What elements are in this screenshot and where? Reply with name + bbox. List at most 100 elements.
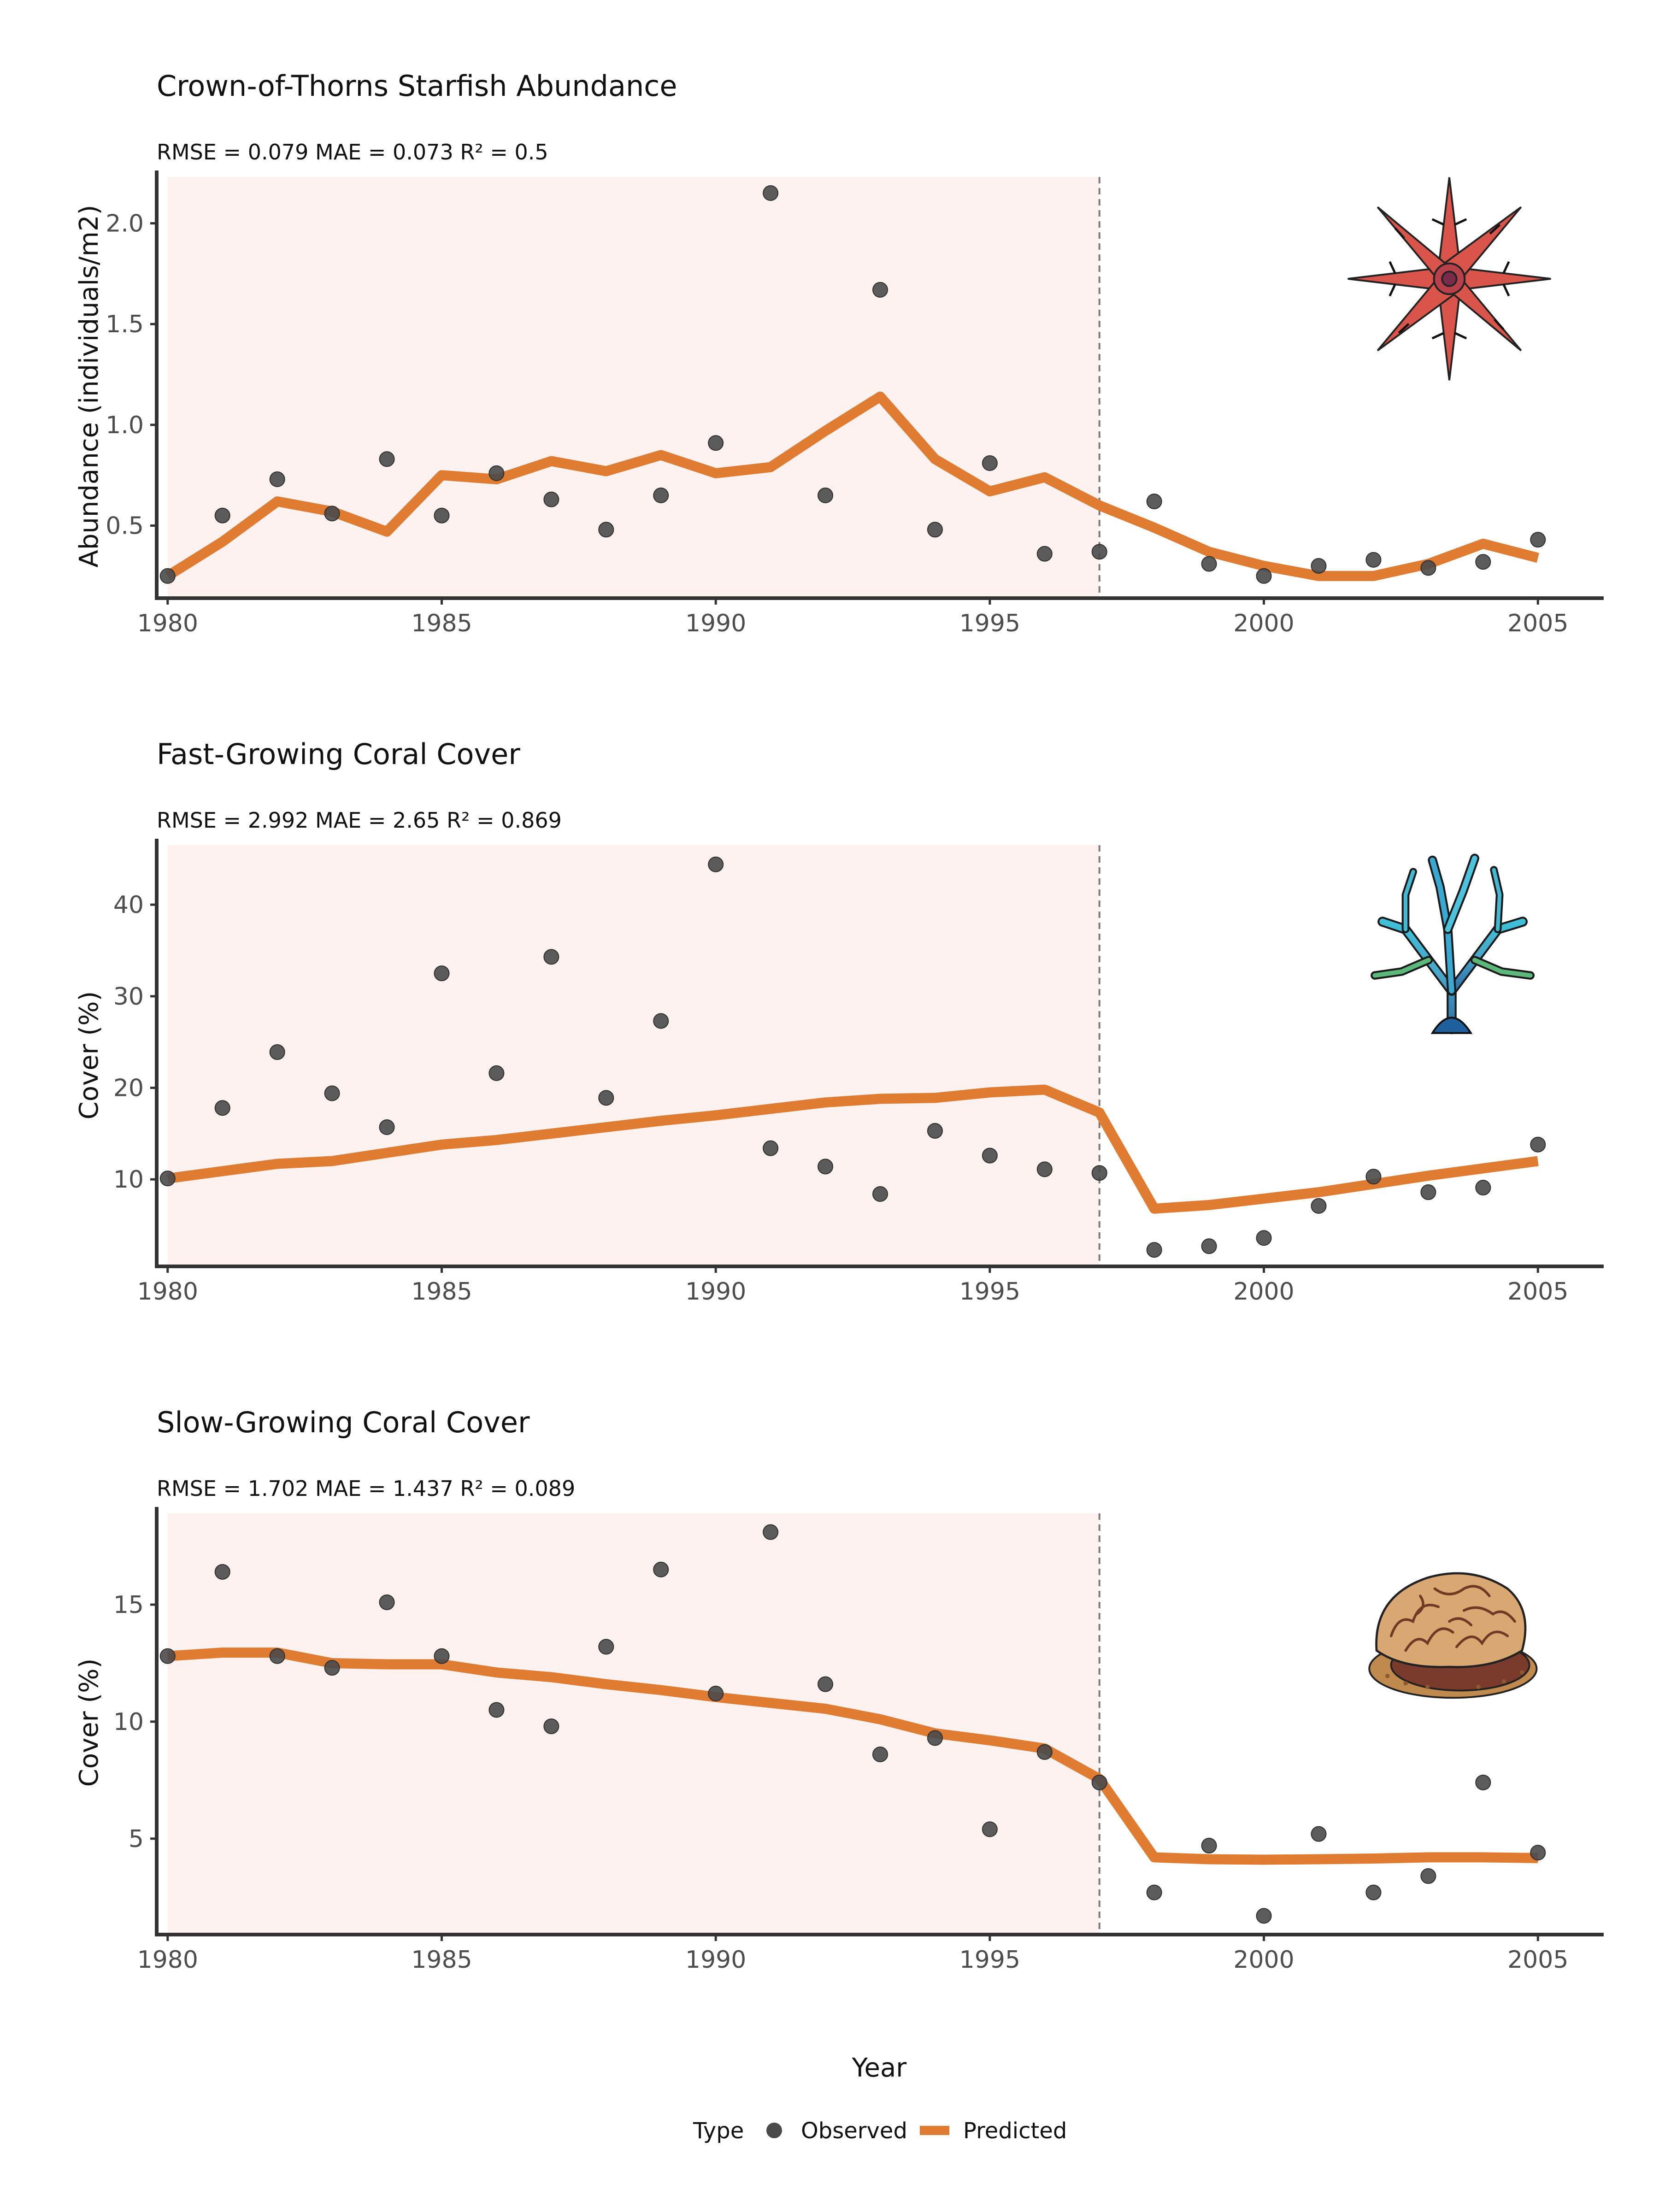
panel-3-title: Slow-Growing Coral Cover — [157, 1406, 530, 1439]
observed-point — [1146, 1242, 1162, 1258]
observed-point — [872, 1747, 888, 1763]
observed-point — [1201, 1838, 1217, 1854]
observed-point — [159, 1648, 176, 1664]
x-tick-label: 1990 — [685, 1946, 746, 1974]
panel-1-plot: 0.5 1.0 1.5 2.0 1980 1985 1990 1995 2000 2005 — [106, 171, 1604, 637]
observed-point — [488, 1065, 505, 1081]
legend-observed-swatch — [766, 2123, 782, 2138]
observed-point — [269, 1044, 285, 1060]
observed-point — [1091, 1165, 1107, 1181]
observed-point — [1475, 554, 1491, 570]
x-tick-label: 2000 — [1233, 1946, 1294, 1974]
observed-point — [1036, 1161, 1053, 1177]
x-tick-label: 1980 — [137, 1278, 198, 1306]
y-tick-label: 15 — [113, 1591, 144, 1619]
x-tick-label: 2005 — [1507, 1278, 1568, 1306]
brain-coral-icon — [1369, 1573, 1536, 1698]
panel-2-y-axis-title: Cover (%) — [74, 991, 104, 1120]
legend-predicted-label: Predicted — [963, 2118, 1067, 2144]
observed-point — [982, 455, 998, 471]
x-tick-label: 1985 — [411, 610, 472, 637]
panel-2-y-ticks: 10 20 30 40 — [113, 891, 157, 1194]
observed-point — [1256, 568, 1272, 584]
x-tick-label: 1995 — [959, 1278, 1020, 1306]
observed-point — [434, 1648, 450, 1664]
observed-point — [1475, 1774, 1491, 1790]
y-tick-label: 10 — [113, 1166, 144, 1194]
observed-point — [1311, 1826, 1327, 1842]
x-tick-label: 2005 — [1507, 1946, 1568, 1974]
x-tick-label: 2005 — [1507, 610, 1568, 637]
observed-point — [598, 522, 614, 538]
observed-point — [269, 1648, 285, 1664]
x-tick-label: 1995 — [959, 1946, 1020, 1974]
x-tick-label: 1980 — [137, 610, 198, 637]
observed-point — [379, 451, 395, 467]
observed-point — [872, 282, 888, 298]
x-tick-label: 1990 — [685, 610, 746, 637]
observed-point — [818, 1676, 834, 1692]
observed-point — [434, 965, 450, 982]
panel-3-y-ticks: 5 10 15 — [113, 1591, 157, 1853]
observed-point — [1256, 1230, 1272, 1246]
observed-point — [598, 1090, 614, 1106]
x-tick-label: 2000 — [1233, 1278, 1294, 1306]
legend: Type Observed Predicted — [693, 2118, 1067, 2144]
panel-3-predicted-line — [167, 1647, 1538, 1865]
observed-point — [653, 487, 669, 503]
observed-point — [653, 1013, 669, 1029]
observed-point — [872, 1186, 888, 1202]
observed-point — [1420, 1868, 1436, 1884]
y-tick-label: 40 — [113, 891, 144, 919]
legend-observed-label: Observed — [801, 2118, 907, 2144]
branching-coral-icon — [1375, 859, 1530, 1033]
observed-point — [488, 1702, 505, 1718]
y-tick-label: 20 — [113, 1075, 144, 1102]
observed-point — [543, 1718, 559, 1735]
observed-point — [1420, 560, 1436, 576]
observed-point — [379, 1594, 395, 1610]
observed-point — [708, 435, 724, 451]
observed-point — [1311, 558, 1327, 574]
panel-2-training-shade — [167, 845, 1100, 1266]
y-tick-label: 1.0 — [106, 412, 144, 439]
observed-point — [214, 1564, 230, 1580]
observed-point — [653, 1561, 669, 1577]
observed-point — [1091, 1774, 1107, 1790]
y-tick-label: 1.5 — [106, 311, 144, 338]
panel-1-x-ticks: 1980 1985 1990 1995 2000 2005 — [137, 598, 1568, 637]
observed-point — [379, 1119, 395, 1135]
starfish-icon — [1348, 177, 1551, 381]
observed-point — [1036, 1744, 1053, 1760]
observed-point — [434, 507, 450, 524]
legend-title: Type — [693, 2118, 744, 2144]
observed-point — [1365, 552, 1382, 568]
x-tick-label: 1980 — [137, 1946, 198, 1974]
observed-point — [159, 1171, 176, 1187]
observed-point — [1201, 556, 1217, 572]
panel-3-observed-points — [159, 1524, 1546, 1924]
x-tick-label: 1995 — [959, 610, 1020, 637]
observed-point — [543, 949, 559, 965]
panel-3-training-shade — [167, 1513, 1100, 1935]
y-tick-label: 30 — [113, 983, 144, 1011]
panel-3-y-axis-title: Cover (%) — [74, 1659, 104, 1787]
panel-2-subtitle: RMSE = 2.992 MAE = 2.65 R² = 0.869 — [157, 808, 562, 833]
panel-2-x-ticks: 1980 1985 1990 1995 2000 2005 — [137, 1266, 1568, 1306]
panel-1-y-axis-title: Abundance (individuals/m2) — [74, 205, 104, 568]
observed-point — [763, 185, 779, 201]
panel-2-observed-points — [159, 856, 1546, 1258]
panel-1-predicted-line — [165, 391, 1540, 581]
observed-point — [708, 856, 724, 872]
observed-point — [708, 1685, 724, 1701]
panel-1-observed-points — [159, 185, 1546, 584]
observed-point — [982, 1147, 998, 1164]
observed-point — [927, 522, 943, 538]
observed-point — [1091, 544, 1107, 560]
observed-point — [818, 1159, 834, 1175]
y-tick-label: 0.5 — [106, 512, 144, 540]
observed-point — [324, 1660, 340, 1676]
observed-point — [1530, 532, 1546, 548]
observed-point — [1311, 1198, 1327, 1214]
observed-point — [927, 1730, 943, 1746]
